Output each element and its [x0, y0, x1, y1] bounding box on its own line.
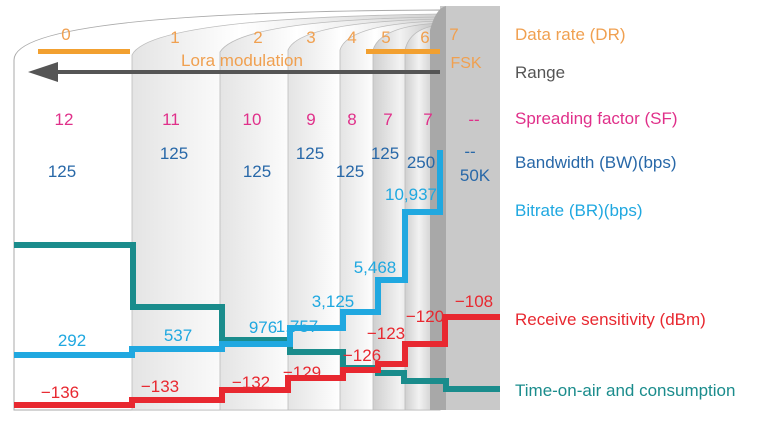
rs-value-5: −123	[367, 324, 405, 343]
bitrate-value-5: 5,468	[354, 258, 397, 277]
rs-value-6: −120	[406, 307, 444, 326]
bw-value-3: 125	[296, 144, 324, 163]
legend-data-rate: Data rate (DR)	[515, 25, 626, 44]
slab-fsk	[440, 6, 500, 410]
receive-sensitivity-line	[14, 314, 500, 408]
rs-value-7: −108	[455, 292, 493, 311]
data-rate-label-4: 4	[347, 28, 356, 47]
dr5-6-orange-bar	[366, 49, 440, 54]
sf-value-5: 7	[383, 110, 392, 129]
time-on-air-line	[14, 242, 500, 392]
rs-value-0: −136	[41, 383, 79, 402]
bw-value-0: 125	[48, 162, 76, 181]
sf-value-7: --	[468, 110, 479, 129]
bw-value-7: --	[464, 142, 475, 161]
bw-value-4: 125	[336, 162, 364, 181]
legend-spreading-factor: Spreading factor (SF)	[515, 109, 678, 128]
dr0-orange-bar	[38, 49, 130, 54]
sf-value-0: 12	[55, 110, 74, 129]
arrow-left-icon	[28, 62, 58, 82]
data-rate-label-6: 6	[420, 28, 429, 47]
legend-bitrate: Bitrate (BR)(bps)	[515, 201, 643, 220]
bitrate-value-4: 3,125	[312, 292, 355, 311]
range-arrow	[28, 62, 440, 82]
legend-range: Range	[515, 63, 565, 82]
bw-value-2: 125	[243, 162, 271, 181]
bitrate-value-3: 1,757	[276, 317, 319, 336]
spreading-factor-values: 12 11 10 9 8 7 7 --	[55, 110, 480, 129]
data-rate-label-3: 3	[306, 28, 315, 47]
sf-value-6: 7	[423, 110, 432, 129]
data-rate-label-2: 2	[253, 28, 262, 47]
rs-value-2: −132	[232, 373, 270, 392]
legend: Data rate (DR) Range Spreading factor (S…	[515, 25, 735, 400]
bw-value-6: 250	[407, 153, 435, 172]
bitrate-value-2: 976	[249, 318, 277, 337]
data-rate-label-7: 7	[449, 25, 458, 44]
data-rate-label-5: 5	[381, 28, 390, 47]
data-rate-labels: 0 1 2 3 4 5 6 7	[61, 25, 458, 47]
data-rate-label-1: 1	[170, 28, 179, 47]
legend-time-on-air: Time-on-air and consumption	[515, 381, 735, 400]
sf-value-1: 11	[162, 110, 180, 129]
bandwidth-values: 125 125 125 125 125 125 250 -- 50K	[48, 142, 491, 185]
bitrate-value-6: 10,937	[385, 185, 437, 204]
rs-value-1: −133	[141, 377, 179, 396]
data-rate-label-0: 0	[61, 25, 70, 44]
rs-value-4: −126	[343, 346, 381, 365]
sf-value-2: 10	[243, 110, 262, 129]
legend-bandwidth: Bandwidth (BW)(bps)	[515, 153, 677, 172]
bitrate-line	[14, 150, 443, 358]
fsk-label: FSK	[450, 55, 481, 72]
rs-value-3: −129	[283, 363, 321, 382]
sf-value-3: 9	[306, 110, 315, 129]
bitrate-value-0: 292	[58, 331, 86, 350]
receive-sensitivity-values: −136 −133 −132 −129 −126 −123−120 −108	[41, 292, 493, 402]
sf-value-4: 8	[347, 110, 356, 129]
bw-value-5: 125	[371, 144, 399, 163]
legend-receive-sensitivity: Receive sensitivity (dBm)	[515, 310, 706, 329]
lora-modulation-label: Lora modulation	[181, 51, 303, 70]
bw-value-1: 125	[160, 144, 188, 163]
bitrate-value-1: 537	[164, 326, 192, 345]
bw-value-8: 50K	[460, 166, 491, 185]
